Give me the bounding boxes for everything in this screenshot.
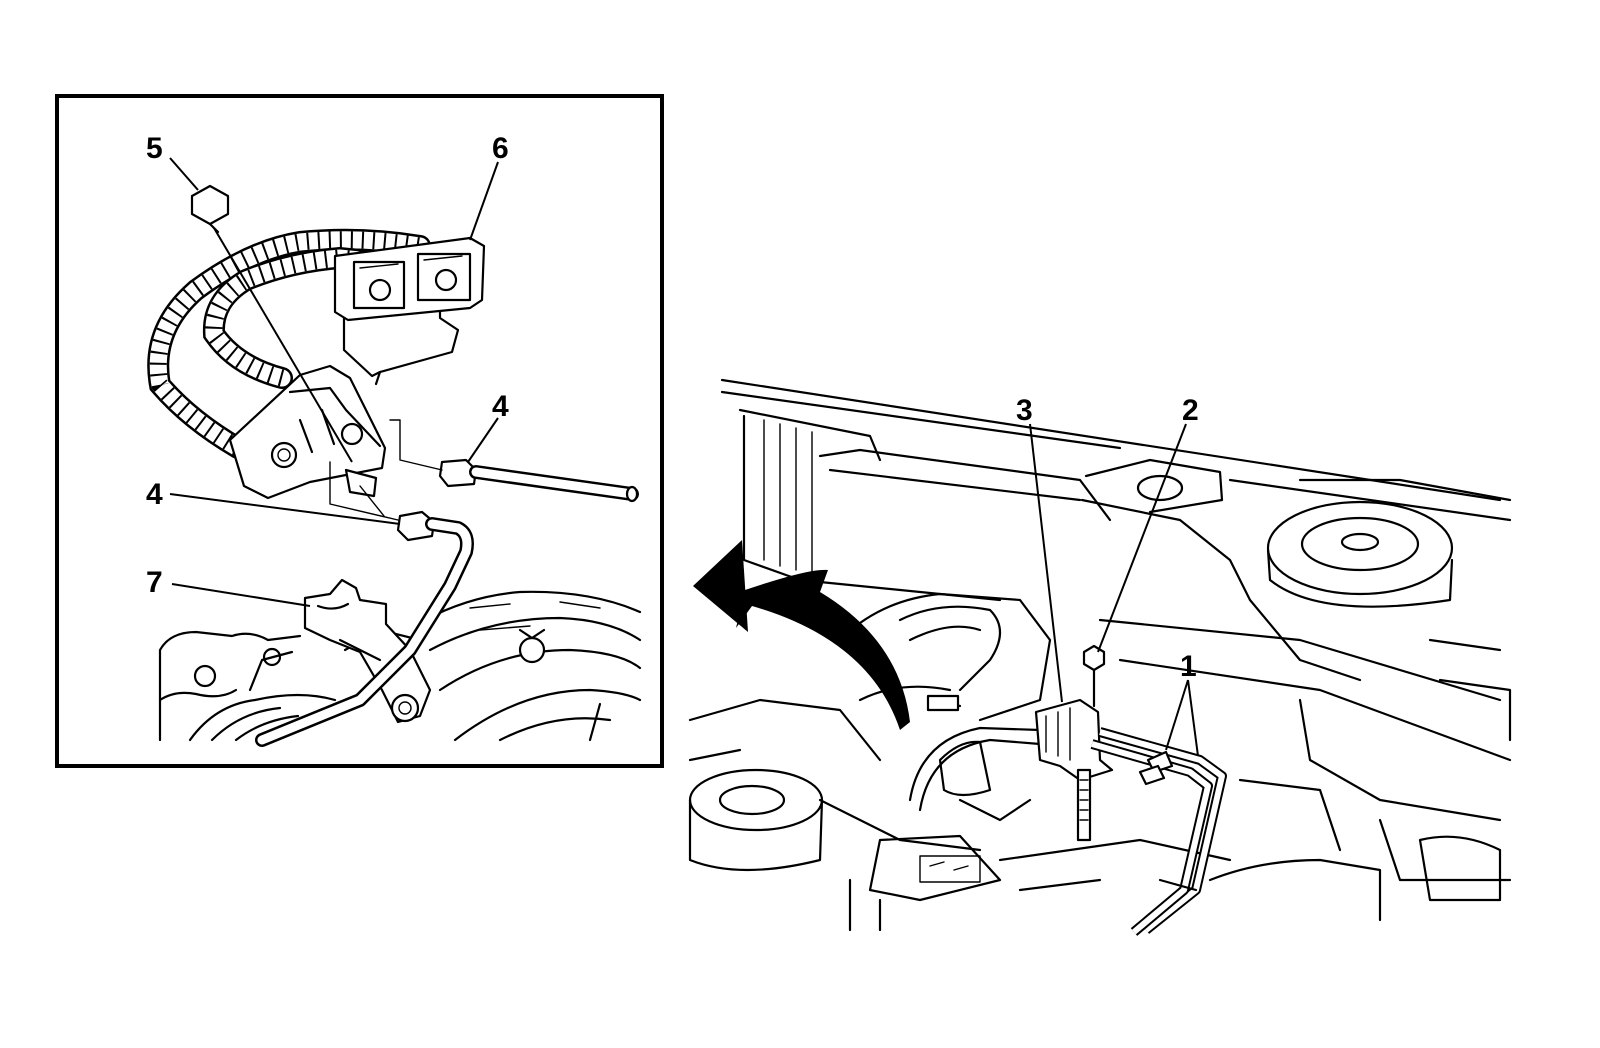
valve-bracket-3 (1034, 698, 1114, 842)
callout-1: 1 (1180, 650, 1197, 683)
leader-2 (1097, 423, 1187, 653)
main-view: 3 2 1 (688, 378, 1512, 936)
direction-arrow (736, 569, 910, 730)
wire-harness (147, 228, 431, 459)
direction-arrowhead (693, 540, 748, 632)
detail-inset: 5 6 4 4 7 (55, 94, 664, 768)
clip-bracket-6 (333, 236, 486, 386)
callout-4-upper: 4 (492, 390, 509, 423)
callout-4-lower: 4 (146, 478, 163, 511)
leader-3 (1029, 423, 1063, 703)
leader-7 (171, 583, 311, 607)
bolt-5 (190, 184, 353, 463)
brake-line-lower (255, 461, 474, 747)
vehicle-underbody (688, 378, 1512, 932)
bolt-2 (1082, 644, 1106, 708)
leader-4-lower (169, 493, 401, 525)
inset-chassis-background (158, 590, 642, 742)
bracket-7 (303, 578, 432, 724)
callout-7: 7 (146, 566, 163, 599)
callout-5: 5 (146, 132, 163, 165)
callout-6: 6 (492, 132, 509, 165)
leader-6 (469, 161, 499, 241)
leader-1a (1165, 679, 1189, 751)
leader-1b (1187, 679, 1199, 757)
brake-line-upper (389, 419, 639, 503)
brake-lines-1 (1090, 727, 1227, 936)
leader-4-upper (467, 417, 499, 463)
callout-3: 3 (1016, 394, 1033, 427)
callout-2: 2 (1182, 394, 1199, 427)
leader-5 (169, 157, 199, 191)
